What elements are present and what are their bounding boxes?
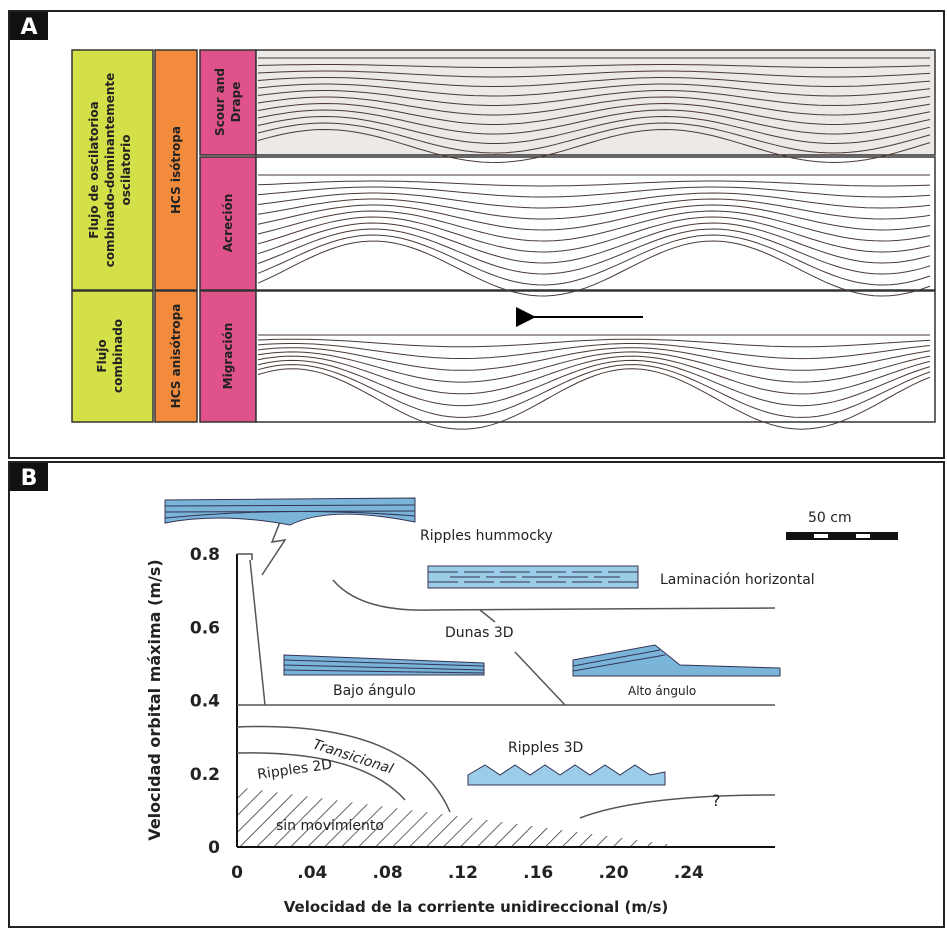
boundaries	[236, 521, 776, 848]
label-box	[10, 463, 48, 491]
process-cell	[199, 156, 257, 291]
panel-label: A	[20, 15, 37, 40]
stratum-line	[257, 222, 931, 264]
stratum-line	[257, 192, 931, 209]
x-tick-label: .12	[448, 863, 478, 883]
y-tick-label: 0.8	[190, 545, 220, 565]
stratum-line	[257, 216, 931, 253]
stratum-line	[257, 228, 931, 275]
stratum-line	[257, 240, 931, 297]
stratum-line	[257, 364, 931, 418]
stratum-line	[257, 102, 931, 126]
region-label: Dunas 3D	[445, 625, 514, 641]
region-label: sin movimiento	[276, 818, 384, 834]
flow-text: Flujo de oscilatorioa combinado-dominante…	[87, 73, 133, 268]
x-tick-label: .24	[674, 863, 704, 883]
stratum-line	[257, 96, 931, 116]
stratum-line	[257, 204, 931, 231]
no-motion-area	[237, 787, 690, 847]
region-label: ?	[712, 791, 721, 810]
label-box	[10, 12, 48, 40]
y-tick-label: 0.2	[190, 765, 220, 785]
stratum-line	[257, 210, 931, 242]
y-tick-label: 0.6	[190, 618, 220, 638]
flow-text: Flujo combinado	[95, 319, 125, 393]
process-text: Migración	[221, 323, 235, 390]
hcs-text: HCS anisótropa	[169, 304, 183, 409]
process-text: Acreción	[221, 194, 235, 252]
stratum-line	[257, 109, 931, 135]
x-tick-label: 0	[231, 863, 243, 883]
process-text: Scour and Drape	[213, 68, 243, 136]
y-axis-title: Velocidad orbital máxima (m/s)	[145, 559, 164, 840]
scale-label: 50 cm	[808, 510, 852, 526]
stratum-line	[257, 186, 931, 198]
x-tick-label: .04	[297, 863, 327, 883]
stratum-line	[257, 180, 931, 187]
stratum-line	[257, 115, 931, 145]
region-label: Laminación horizontal	[660, 572, 815, 588]
panel-label: B	[21, 466, 38, 491]
stratum-line	[257, 355, 931, 395]
x-tick-label: .20	[598, 863, 628, 883]
stratum-line	[257, 338, 931, 348]
stratum-line	[257, 83, 931, 97]
stratum-line	[257, 70, 931, 78]
stratum-line	[257, 122, 931, 154]
flow-cell	[71, 290, 154, 423]
hcs-cell	[154, 290, 198, 423]
x-tick-label: .16	[523, 863, 553, 883]
hcs-cell	[154, 49, 198, 291]
stratum-line	[257, 90, 931, 107]
x-axis-title: Velocidad de la corriente unidireccional…	[284, 898, 669, 916]
stratum-line	[257, 234, 931, 286]
region-label: Ripples hummocky	[420, 528, 553, 544]
stratum-line	[257, 77, 931, 87]
region-label: Alto ángulo	[628, 684, 696, 698]
stratum-line	[257, 359, 931, 407]
y-tick-label: 0	[208, 838, 220, 858]
stratum-line	[257, 347, 931, 371]
strata	[255, 290, 936, 423]
region-label: Bajo ángulo	[333, 683, 416, 699]
x-tick-label: .08	[373, 863, 403, 883]
stratum-line	[257, 343, 931, 360]
stratum-line	[257, 128, 931, 164]
stratum-line	[257, 351, 931, 383]
hcs-text: HCS isótropa	[169, 126, 183, 214]
process-cell	[199, 49, 257, 156]
stratum-line	[257, 368, 931, 430]
stratum-line	[257, 198, 931, 220]
region-label: Ripples 3D	[508, 740, 583, 756]
y-tick-label: 0.4	[190, 692, 220, 712]
stratum-line	[257, 64, 931, 68]
flow-cell	[71, 49, 154, 291]
bed-icons	[164, 497, 898, 786]
